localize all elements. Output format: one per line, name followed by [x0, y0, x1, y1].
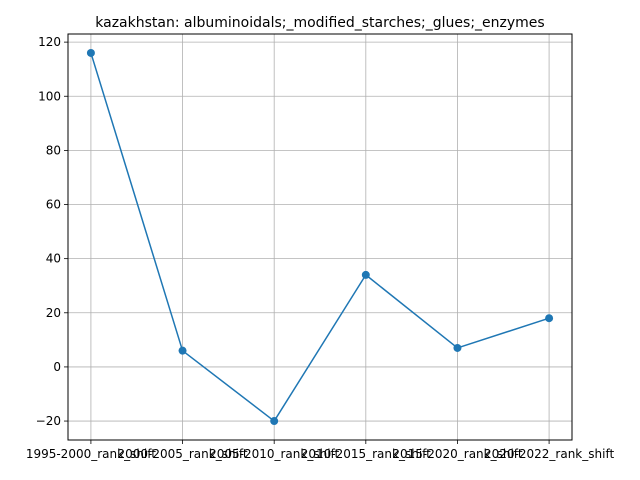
y-tick-label: 80: [46, 143, 61, 157]
series-line: [90, 52, 550, 422]
data-point: [545, 314, 554, 323]
x-tick-label: 2010-2015_rank_shift: [301, 447, 431, 461]
plot-area-frame: [67, 33, 573, 441]
y-tick-label: 20: [46, 306, 61, 320]
data-point: [270, 417, 279, 426]
data-point: [178, 346, 187, 355]
chart-title: kazakhstan: albuminoidals;_modified_star…: [95, 15, 544, 31]
grid-lines: [68, 34, 572, 440]
x-tick-label: 2005-2010_rank_shift: [209, 447, 339, 461]
series-layer: [86, 48, 554, 426]
data-point: [86, 48, 95, 57]
x-tick-label: 2020-2022_rank_shift: [484, 447, 614, 461]
data-point: [453, 343, 462, 352]
data-point: [361, 270, 370, 279]
axes: 1995-2000_rank_shift2000-2005_rank_shift…: [26, 35, 615, 461]
x-tick-label: 2015-2020_rank_shift: [392, 447, 522, 461]
y-tick-label: 0: [53, 360, 61, 374]
y-tick-label: −20: [36, 414, 61, 428]
y-tick-label: 120: [38, 35, 61, 49]
y-tick-label: 40: [46, 252, 61, 266]
x-tick-label: 1995-2000_rank_shift: [26, 447, 156, 461]
y-tick-label: 100: [38, 89, 61, 103]
y-tick-label: 60: [46, 198, 61, 212]
x-tick-label: 2000-2005_rank_shift: [117, 447, 247, 461]
